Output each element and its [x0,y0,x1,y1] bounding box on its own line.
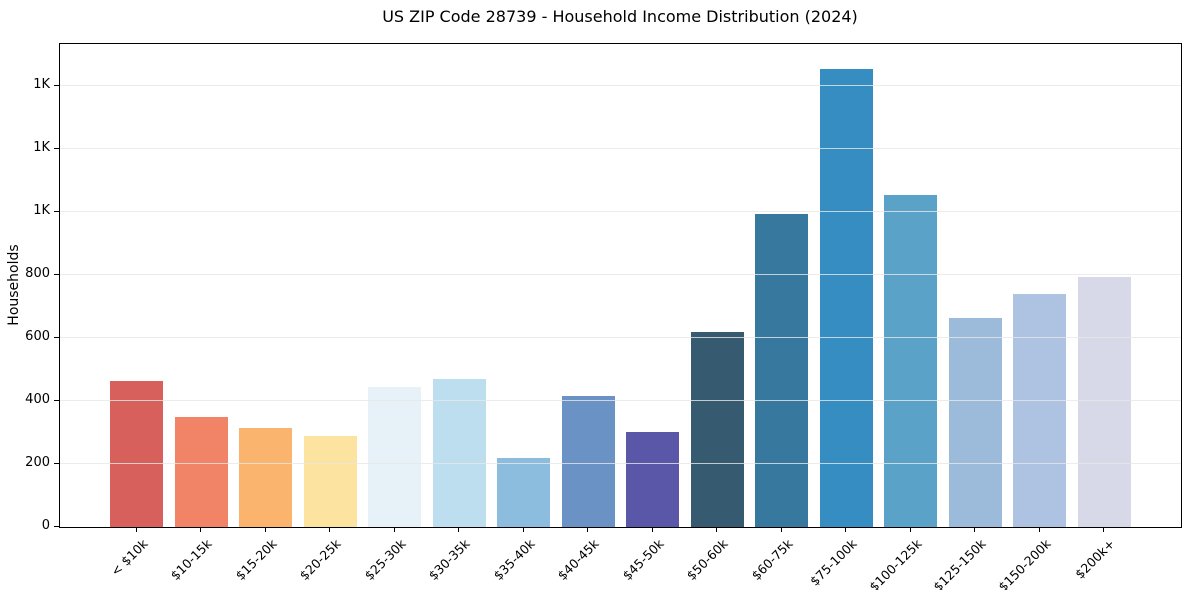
x-tick-label: $100-125k [865,536,925,590]
gridline [60,211,1181,212]
y-tick-label: 600 [25,329,50,344]
x-tick-label: $200k+ [1071,536,1118,582]
bar[interactable] [1077,277,1131,527]
y-tick-mark [54,337,59,339]
y-tick-mark [54,526,59,528]
x-tick-label: $35-40k [490,536,538,584]
y-tick-mark [54,85,59,87]
bar[interactable] [432,379,486,527]
y-tick-mark [54,211,59,213]
y-tick-mark [54,400,59,402]
x-tick-mark [522,527,524,532]
x-tick-label: $150-200k [994,536,1054,590]
x-tick-mark [1103,527,1105,532]
y-tick-label: 1K [33,77,50,92]
x-tick-label: $10-15k [167,536,215,584]
x-tick-label: $125-150k [930,536,989,590]
x-tick-label: $25-30k [361,536,409,584]
x-tick-label: $45-50k [619,536,667,584]
x-tick-mark [393,527,395,532]
y-tick-mark [54,463,59,465]
x-tick-mark [651,527,653,532]
x-tick-mark [264,527,266,532]
x-tick-label: $75-100k [806,536,860,589]
bar[interactable] [110,381,163,527]
x-tick-label: $20-25k [296,536,344,584]
x-tick-mark [909,527,911,532]
y-tick-mark [54,274,59,276]
y-tick-label: 1K [33,203,50,218]
x-tick-mark [587,527,589,532]
x-tick-label: $60-75k [748,536,796,584]
x-tick-mark [716,527,718,532]
x-tick-mark [845,527,847,532]
chart-title: US ZIP Code 28739 - Household Income Dis… [382,7,858,26]
bar[interactable] [239,428,292,527]
y-tick-label: 0 [41,518,50,533]
x-tick-mark [200,527,202,532]
x-tick-label: $40-45k [554,536,602,584]
bar[interactable] [174,417,228,527]
bar[interactable] [690,332,744,527]
y-tick-mark [54,148,59,150]
x-tick-mark [135,527,137,532]
x-tick-label: $30-35k [425,536,473,584]
y-axis-label: Households [6,244,22,326]
x-tick-label: < $10k [107,536,151,579]
y-tick-label: 400 [25,392,50,407]
x-tick-mark [1038,527,1040,532]
x-tick-mark [458,527,460,532]
y-tick-label: 200 [25,455,50,470]
bar[interactable] [561,396,615,527]
bar[interactable] [497,458,550,527]
x-tick-mark [329,527,331,532]
x-tick-mark [974,527,976,532]
bar[interactable] [884,195,937,527]
bar[interactable] [819,69,873,527]
x-tick-mark [780,527,782,532]
plot-area [59,43,1182,528]
bar[interactable] [755,214,808,527]
gridline [60,148,1181,149]
x-tick-label: $15-20k [232,536,280,584]
x-tick-label: $50-60k [683,536,731,584]
bar[interactable] [303,436,357,527]
y-tick-label: 1K [33,140,50,155]
bar[interactable] [1013,294,1066,527]
bar[interactable] [948,318,1002,527]
gridline [60,274,1181,275]
bar[interactable] [368,387,421,527]
bar[interactable] [626,432,679,527]
y-tick-label: 800 [25,266,50,281]
gridline [60,85,1181,86]
